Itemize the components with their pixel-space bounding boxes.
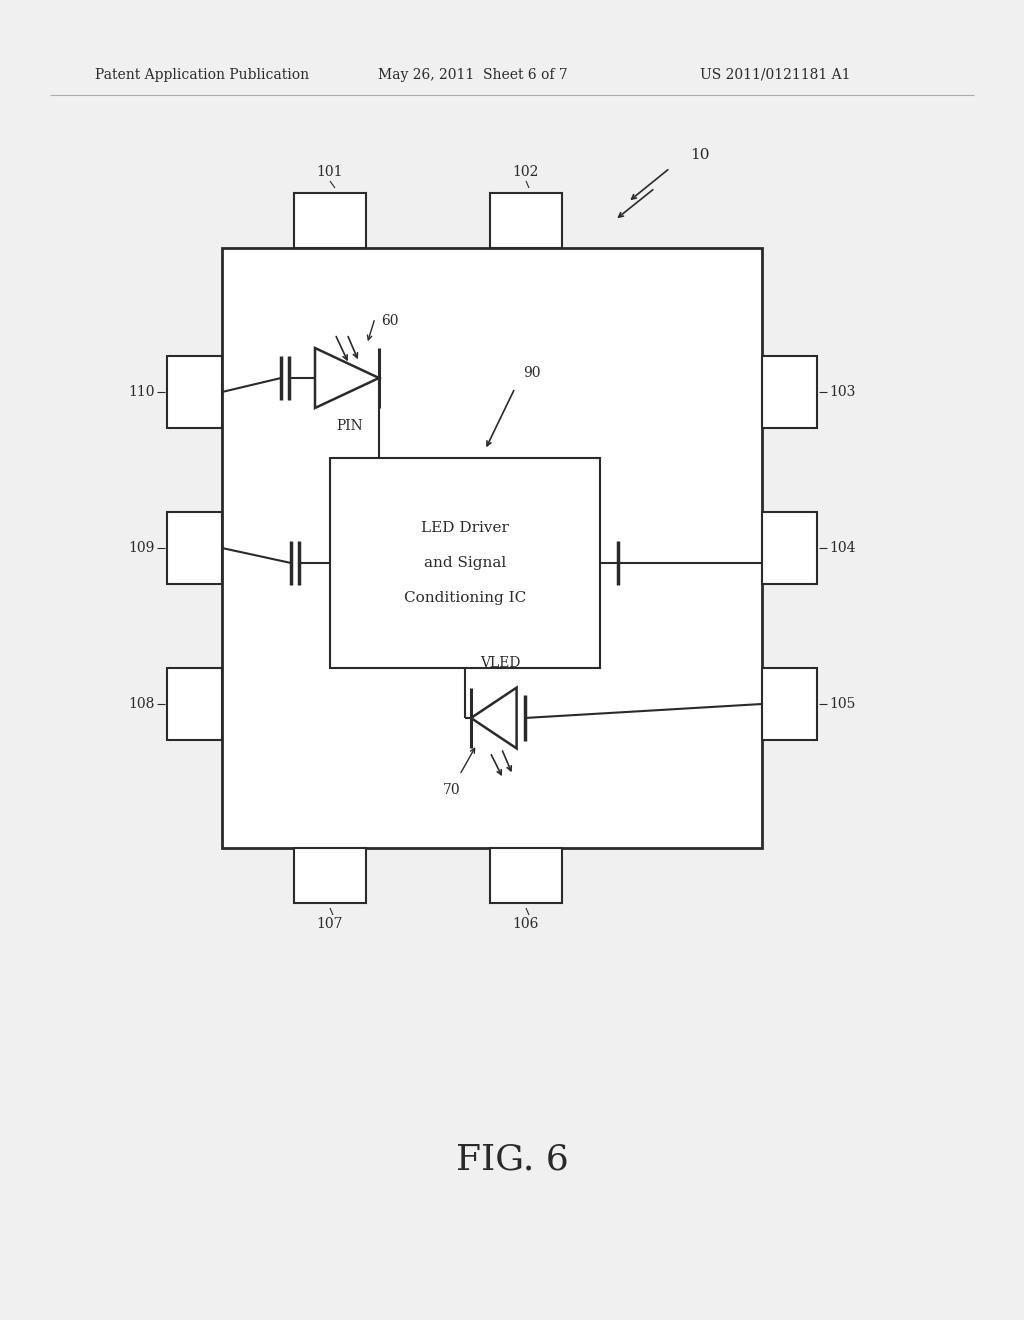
Text: 109: 109 — [129, 541, 155, 554]
Bar — [167, 668, 222, 741]
Text: FIG. 6: FIG. 6 — [456, 1143, 568, 1177]
Bar — [490, 847, 562, 903]
Bar — [490, 193, 562, 248]
Text: and Signal: and Signal — [424, 556, 506, 570]
Text: VLED: VLED — [480, 656, 520, 669]
Text: 104: 104 — [829, 541, 855, 554]
Bar — [222, 248, 762, 847]
Text: PIN: PIN — [337, 418, 364, 433]
Text: 90: 90 — [523, 366, 541, 380]
Bar — [762, 668, 817, 741]
Polygon shape — [471, 688, 516, 748]
Bar — [762, 512, 817, 583]
Bar — [167, 356, 222, 428]
Text: Patent Application Publication: Patent Application Publication — [95, 69, 309, 82]
Text: 107: 107 — [316, 917, 343, 931]
Text: Conditioning IC: Conditioning IC — [403, 591, 526, 605]
Text: 10: 10 — [690, 148, 710, 162]
Text: LED Driver: LED Driver — [421, 521, 509, 535]
Bar — [762, 356, 817, 428]
Text: May 26, 2011  Sheet 6 of 7: May 26, 2011 Sheet 6 of 7 — [378, 69, 567, 82]
Bar — [167, 512, 222, 583]
Text: 108: 108 — [129, 697, 155, 711]
Bar — [294, 847, 366, 903]
Text: 110: 110 — [128, 385, 155, 399]
Polygon shape — [315, 348, 379, 408]
Bar — [330, 458, 600, 668]
Text: 60: 60 — [381, 314, 398, 327]
Bar — [294, 193, 366, 248]
Text: 106: 106 — [513, 917, 540, 931]
Text: 102: 102 — [513, 165, 540, 180]
Text: 105: 105 — [829, 697, 855, 711]
Text: US 2011/0121181 A1: US 2011/0121181 A1 — [700, 69, 851, 82]
Text: 101: 101 — [316, 165, 343, 180]
Text: 70: 70 — [443, 783, 461, 796]
Text: 103: 103 — [829, 385, 855, 399]
